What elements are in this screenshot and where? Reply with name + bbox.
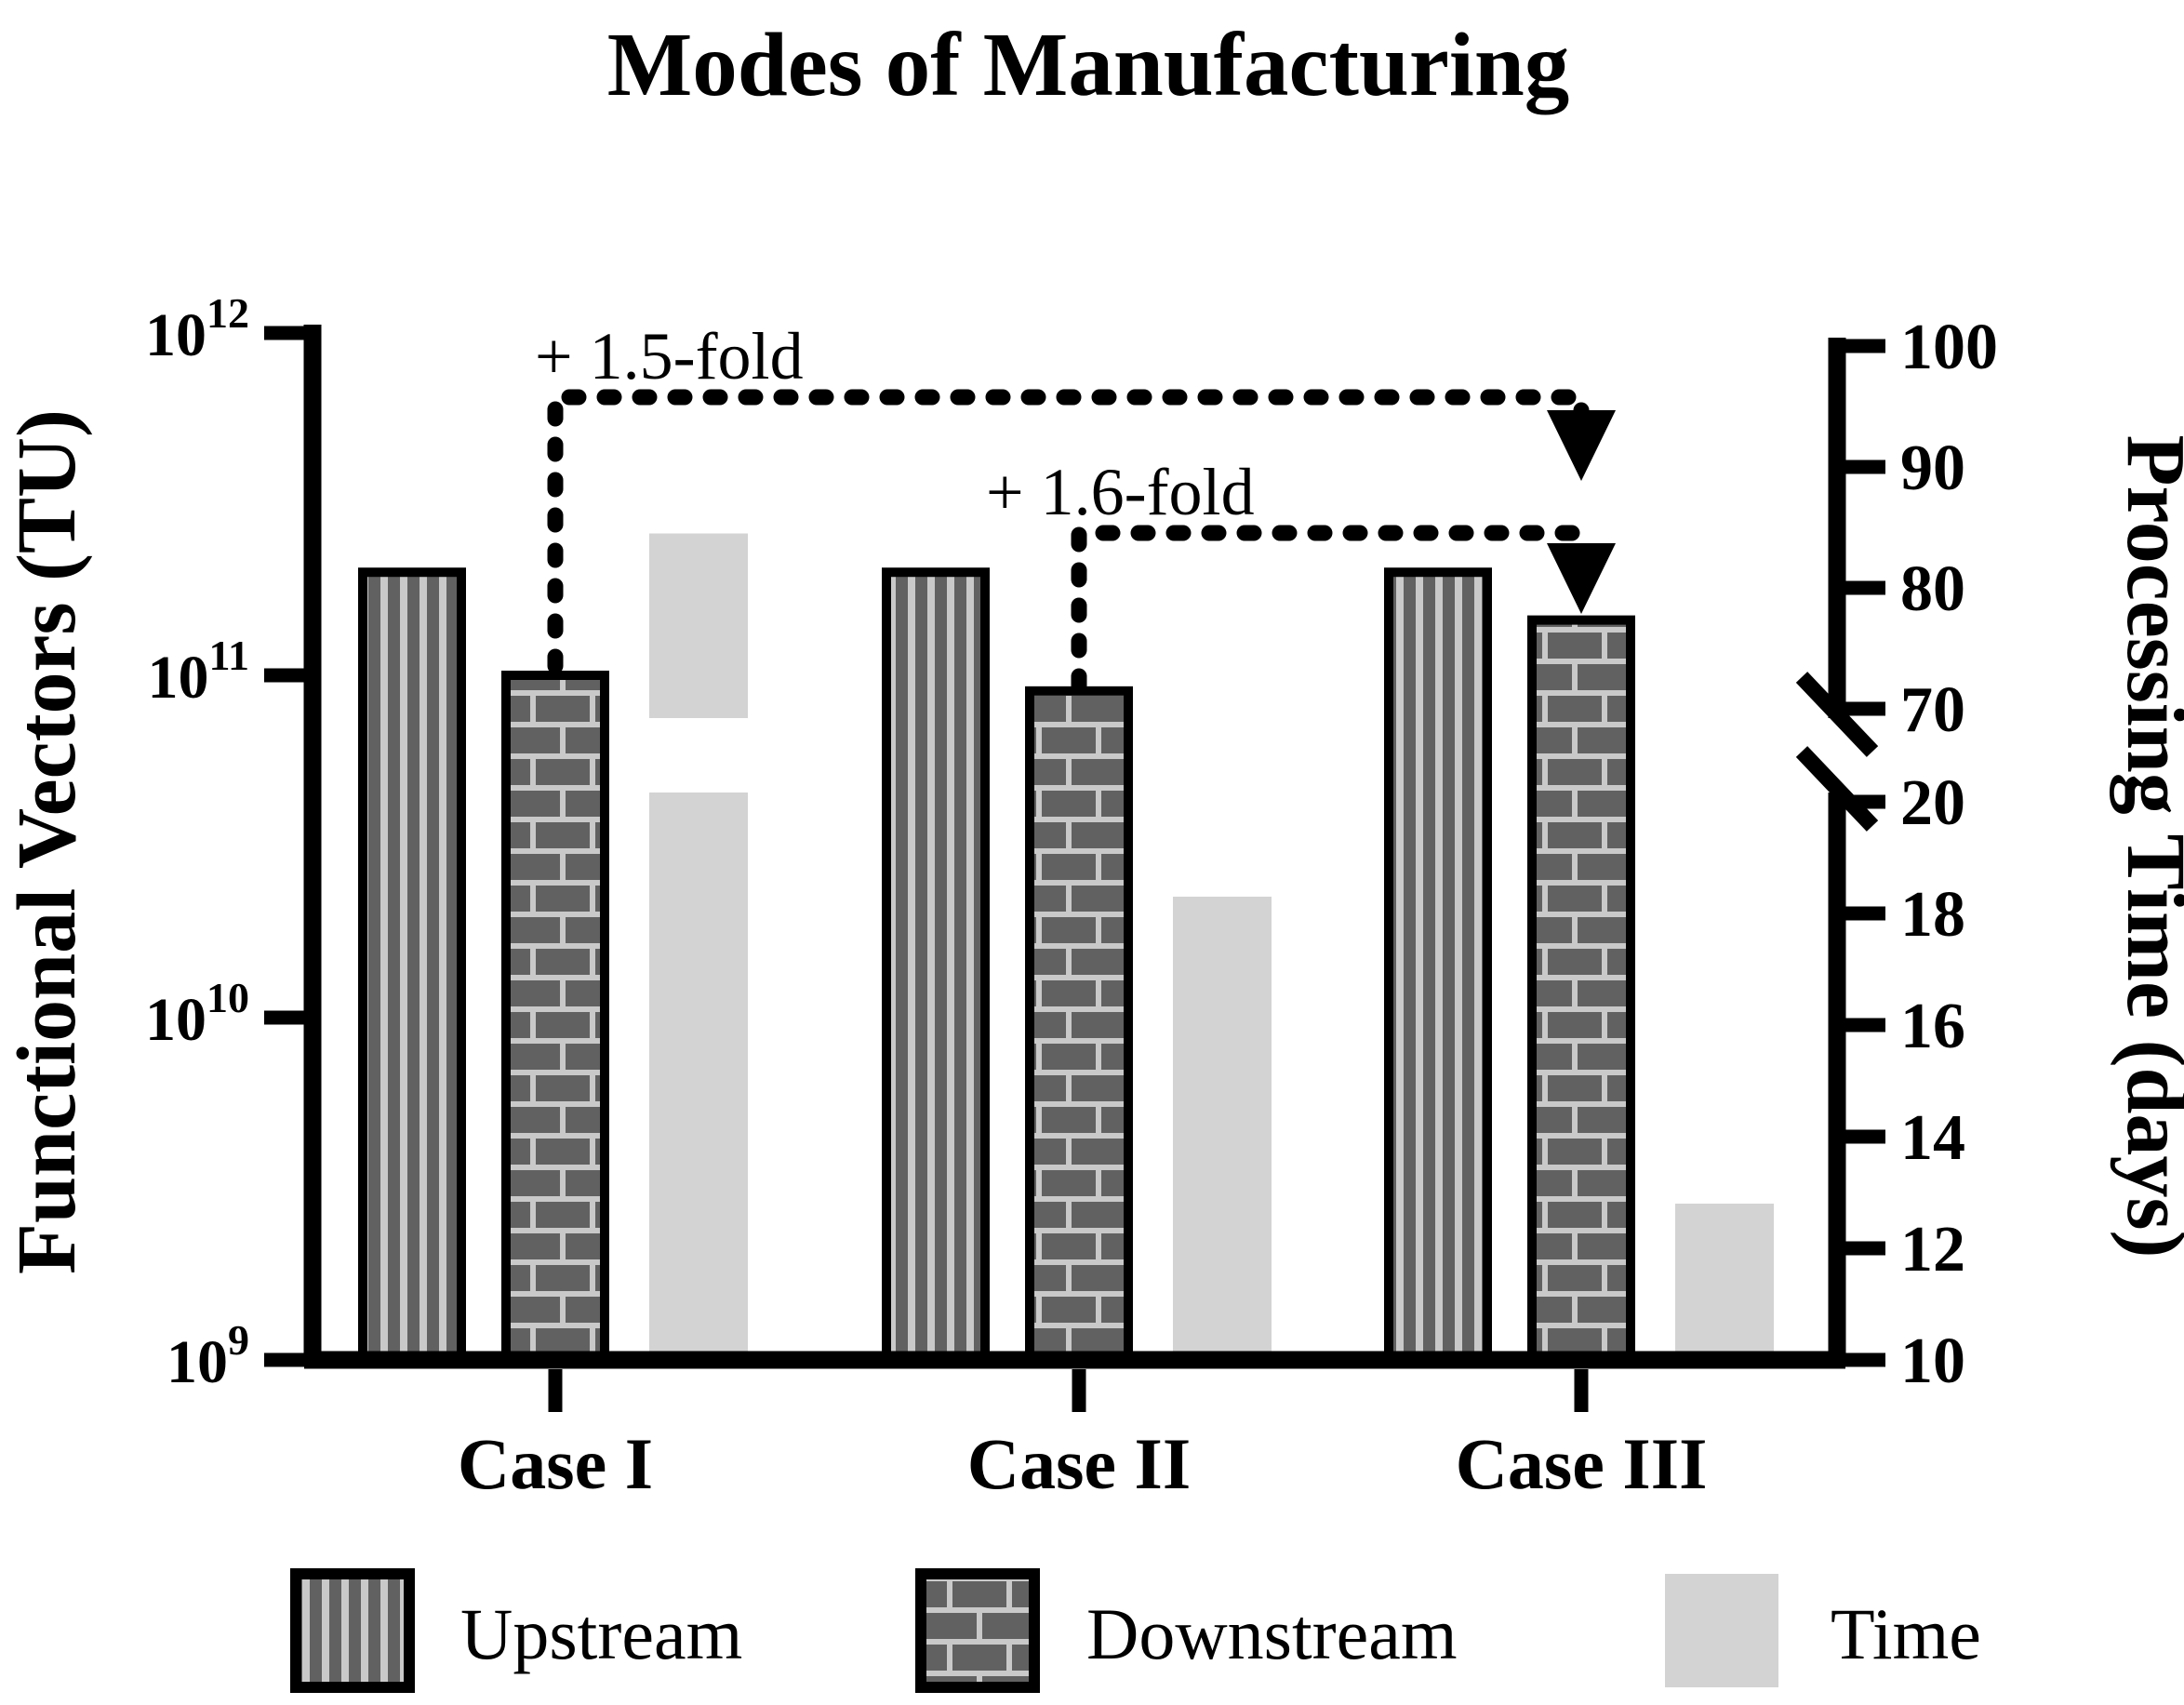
bar-downstream-case-i [501,671,609,1365]
left-axis-title: Functional Vectors (TU) [1,409,93,1274]
legend: Upstream Downstream Time [290,1568,1981,1693]
right-tick-label: 100 [1900,312,1998,383]
legend-label: Upstream [460,1593,742,1674]
left-tick-label: 1010 [145,974,249,1054]
legend-swatch-upstream [290,1568,415,1693]
bar-downstream-case-iii [1527,615,1635,1365]
right-tick-label: 80 [1900,553,1965,625]
right-tick-label: 90 [1900,433,1965,504]
arrow-down-icon [1547,543,1616,614]
category-label: Case III [1456,1423,1708,1504]
category-label: Case I [458,1423,653,1504]
bar-upstream-case-i [358,567,466,1365]
annotation-dotted-path [1071,525,1590,694]
bar-upstream-case-iii [1384,567,1492,1365]
right-tick-label: 14 [1900,1102,1965,1174]
axis-break-slash-upper [1795,672,1879,757]
right-tick-label: 12 [1900,1214,1965,1285]
legend-label: Time [1831,1593,1981,1674]
legend-swatch-downstream [915,1568,1040,1693]
category-label: Case II [967,1423,1192,1504]
bar-downstream-case-ii [1025,686,1133,1365]
annotation-label: + 1.6-fold [986,455,1255,529]
annotation-label: + 1.5-fold [535,319,804,393]
legend-swatch-time [1665,1574,1778,1687]
bar-upstream-case-ii [882,567,990,1365]
axes [303,325,1879,1369]
bar-time-case-i-lower [649,793,748,1360]
left-tick-label: 109 [166,1316,249,1396]
right-tick-label: 18 [1900,879,1965,951]
annotation-1: + 1.5-fold [535,319,1616,674]
bar-time-case-iii [1675,1204,1774,1360]
series-time [649,533,1774,1360]
left-tick-label: 1011 [148,632,249,712]
right-tick-label: 20 [1900,767,1965,839]
right-tick-label: 10 [1900,1325,1965,1397]
bar-time-case-ii [1173,897,1272,1360]
arrow-down-icon [1547,410,1616,481]
annotation-2: + 1.6-fold [986,455,1616,694]
chart-title: Modes of Manufacturing [607,15,1570,114]
series-downstream [501,615,1635,1365]
legend-label: Downstream [1086,1593,1458,1674]
right-axis-title: Processing Time (days) [2110,434,2184,1258]
axis-break-slash-lower [1795,746,1879,832]
right-tick-label: 70 [1900,674,1965,746]
bar-time-case-i-upper [649,533,748,718]
annotation-dotted-path [547,389,1590,674]
series-upstream [358,567,1492,1365]
tick-marks [264,326,1885,1412]
right-tick-label: 16 [1900,991,1965,1062]
left-tick-label: 1012 [145,289,249,369]
